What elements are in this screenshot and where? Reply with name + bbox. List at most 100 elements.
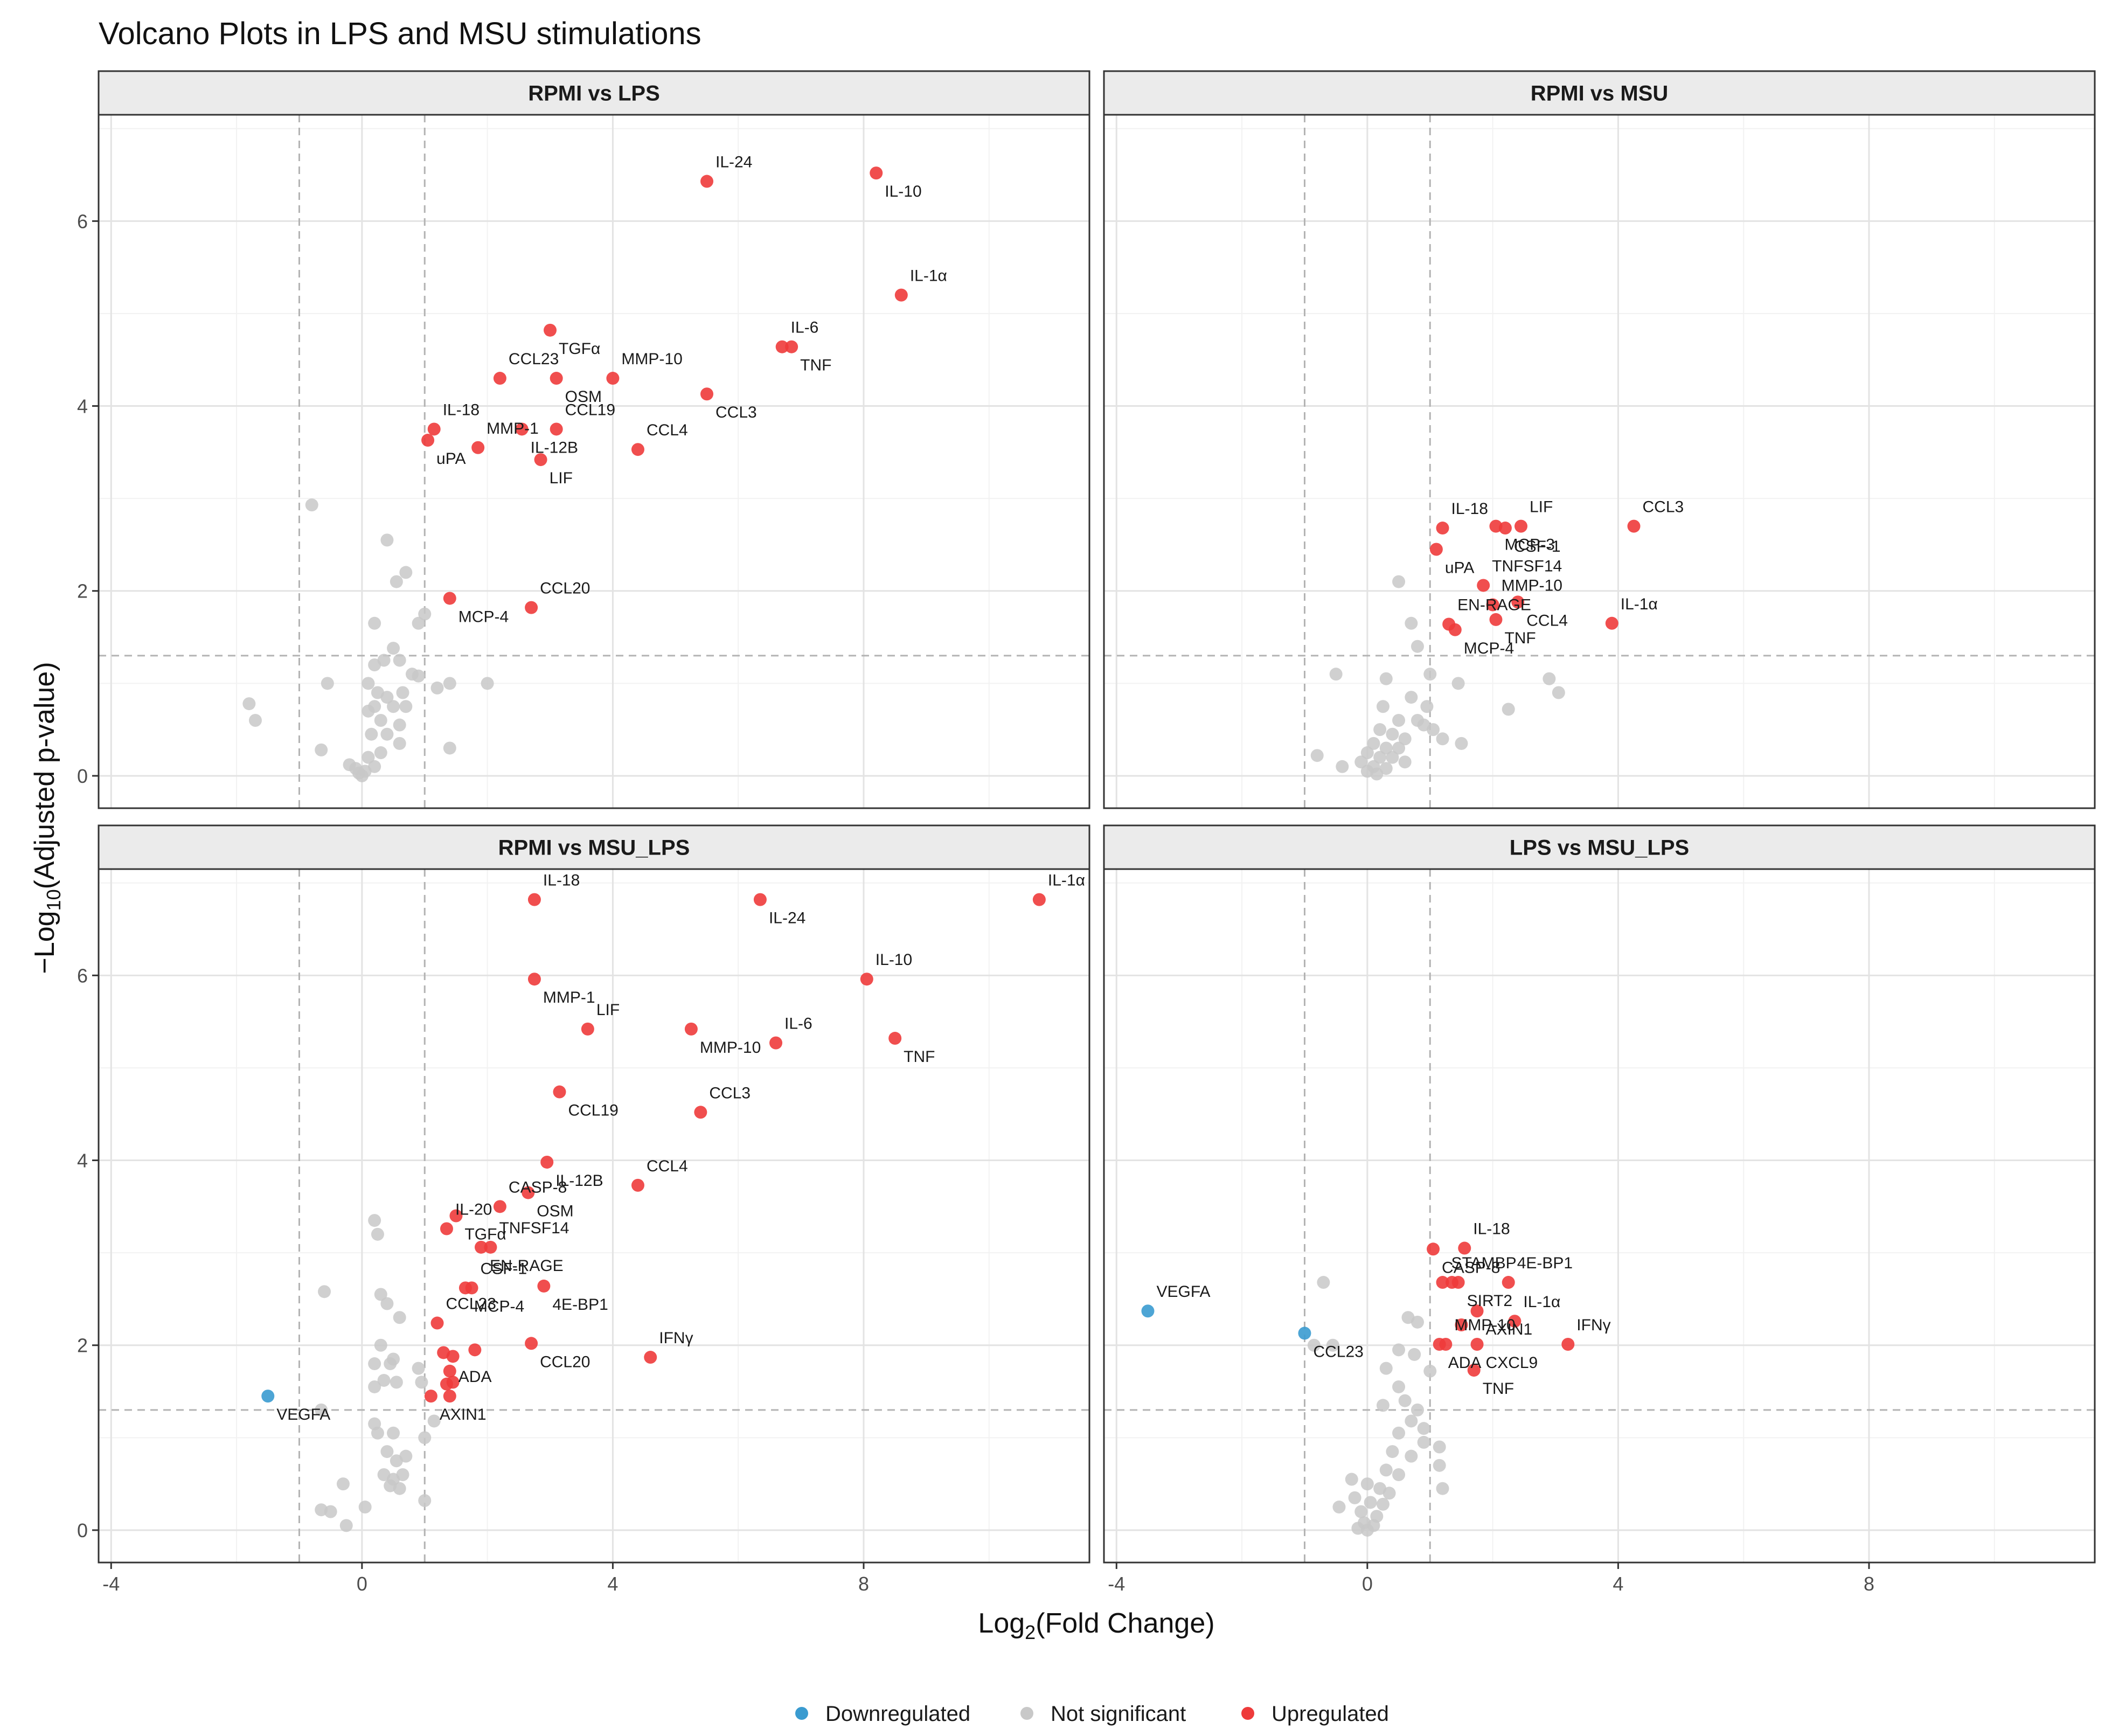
label-lif: LIF (596, 1001, 620, 1019)
point-csf-1 (1498, 522, 1512, 535)
point-ns (368, 616, 381, 630)
point-ns (368, 1214, 381, 1227)
label-il-12b: IL-12B (531, 439, 578, 456)
label-il-20: IL-20 (455, 1201, 492, 1219)
point-ns (1373, 723, 1387, 737)
point-ns (418, 607, 432, 621)
x-tick-label: 8 (858, 1573, 869, 1595)
point-il-12b (515, 422, 529, 436)
point-ccl4 (631, 443, 644, 456)
label-mcp-4: MCP-4 (1464, 640, 1514, 657)
point-ns (358, 1501, 372, 1514)
point-ns (412, 1362, 425, 1375)
point-ns (1307, 1338, 1321, 1352)
point-il-12b (540, 1155, 554, 1169)
point-ns (380, 1445, 394, 1459)
point-ccl3 (700, 387, 714, 401)
point-il-10 (870, 166, 883, 180)
point-ns (1417, 1422, 1430, 1435)
point-ns (339, 1519, 353, 1532)
label-mmp-1: MMP-1 (543, 989, 595, 1006)
label-mmp-10: MMP-10 (700, 1039, 761, 1057)
point-ns (399, 1449, 413, 1463)
label-stambp: STAMBP (1451, 1254, 1517, 1272)
point-ns (1392, 1380, 1406, 1393)
point-ns (1354, 1505, 1368, 1518)
point-il-1 (894, 288, 908, 302)
point-ns (399, 700, 413, 713)
point-up (440, 1377, 453, 1391)
point-ns (418, 1494, 432, 1508)
point-ccl19 (550, 422, 563, 436)
point-ccl23 (493, 372, 506, 385)
point-ns (368, 658, 381, 672)
point-ns (443, 741, 456, 755)
point-ns (393, 1311, 406, 1324)
point-ccl4 (631, 1178, 644, 1192)
point-ns (1411, 1403, 1424, 1416)
point-ns (1392, 741, 1406, 755)
label-il-1: IL-1α (910, 267, 947, 285)
point-ns (1392, 1468, 1406, 1481)
label-tnf: TNF (1504, 629, 1536, 647)
point-mmp-10 (606, 372, 620, 385)
panel-rpmi-vs-msu: RPMI vs MSU IL-18 MCP-3 LIF CSF-1 CCL3 uPA TNFS… (1103, 70, 2096, 809)
legend-swatch-up (1241, 1707, 1254, 1720)
point-ns (412, 669, 425, 683)
point-il-24 (700, 175, 714, 188)
panel-border (98, 114, 1090, 809)
label-ccl4: CCL4 (647, 421, 688, 439)
point-ns (481, 677, 494, 690)
point-ns (430, 681, 444, 695)
point-ns (393, 737, 406, 750)
point-il-24 (753, 893, 767, 906)
y-tick-label: 0 (77, 1519, 88, 1541)
point-mmp-1 (471, 441, 485, 454)
point-ns (1376, 1497, 1390, 1511)
panel-strip (98, 824, 1090, 870)
point-ns (1398, 1394, 1412, 1407)
point-ns (1332, 1501, 1346, 1514)
point-ns (374, 746, 387, 760)
point-ns (1392, 1426, 1406, 1440)
point-ns (1376, 700, 1390, 713)
label-lif: LIF (1530, 498, 1553, 516)
label-osm: OSM (565, 388, 602, 406)
point-ns (1348, 1491, 1361, 1504)
x-tick-label: 0 (357, 1573, 367, 1595)
point-ns (1420, 700, 1434, 713)
label-ccl20: CCL20 (540, 580, 590, 598)
point-ns (443, 677, 456, 690)
label-il-18: IL-18 (1473, 1220, 1510, 1238)
point-il-1 (1032, 893, 1046, 906)
y-axis-title: −Log10(Adjusted p-value) (29, 662, 65, 974)
point-ifn (1561, 1338, 1575, 1351)
point-ns (396, 686, 409, 699)
label-ifn: IFNγ (1576, 1316, 1610, 1334)
point-ns (380, 727, 394, 741)
label-mcp-4: MCP-4 (474, 1297, 524, 1315)
point-ifn (644, 1351, 657, 1364)
label-mcp-3: MCP-3 (1504, 536, 1554, 554)
label-vegfa: VEGFA (1156, 1283, 1210, 1301)
point-tnf (1489, 613, 1503, 626)
label-ccl23: CCL23 (509, 350, 559, 368)
label-mcp-4: MCP-4 (458, 608, 509, 626)
y-tick-label: 2 (77, 1335, 88, 1357)
point-ns (377, 1373, 391, 1387)
point-il-1 (1508, 1315, 1522, 1328)
panel-border (1103, 868, 2096, 1564)
point-il-18 (1458, 1241, 1471, 1255)
point-ns (1373, 751, 1387, 764)
label-il-24: IL-24 (715, 154, 752, 171)
point-ccl3 (694, 1106, 707, 1119)
point-ns (1398, 755, 1412, 769)
label-il-6: IL-6 (784, 1015, 812, 1033)
x-axis-title: Log2(Fold Change) (978, 1608, 1214, 1643)
label-ccl4: CCL4 (647, 1157, 688, 1175)
label-il-12b: IL-12B (555, 1172, 603, 1190)
point-ccl23 (1298, 1327, 1311, 1340)
point-ns (1433, 1459, 1446, 1472)
label-tnfsf14: TNFSF14 (1492, 557, 1562, 575)
point-ns (315, 743, 328, 756)
